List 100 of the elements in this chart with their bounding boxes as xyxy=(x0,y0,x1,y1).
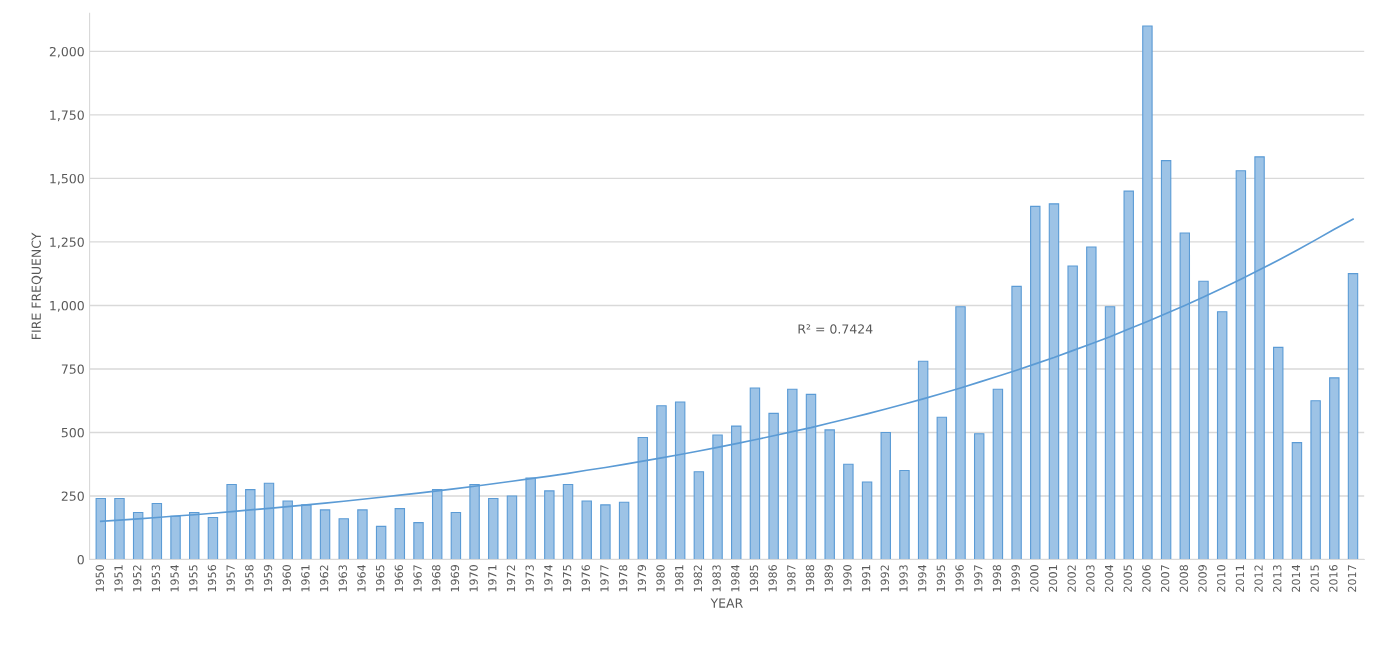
x-tick-label: 1955 xyxy=(189,565,198,592)
x-tick-label: 2015 xyxy=(1310,565,1319,592)
x-tick-label: 1986 xyxy=(768,565,777,592)
x-tick-label: 1985 xyxy=(749,565,759,592)
x-tick-label: 1959 xyxy=(263,565,273,592)
x-tick-label: 1994 xyxy=(917,564,927,592)
x-tick-label: 2014 xyxy=(1291,564,1301,592)
x-tick-label: 2004 xyxy=(1104,564,1114,592)
x-tick-label: 1976 xyxy=(581,565,590,592)
x-tick-label: 1971 xyxy=(488,565,497,592)
bar xyxy=(861,481,873,560)
y-tick-label: 1,250 xyxy=(50,237,84,249)
x-tick-label: 2016 xyxy=(1329,565,1338,592)
bar xyxy=(843,463,854,560)
bar xyxy=(1291,442,1303,560)
x-tick-label: 2011 xyxy=(1235,565,1245,592)
x-tick-label: 1957 xyxy=(226,565,235,592)
x-tick-label: 2007 xyxy=(1160,565,1170,592)
y-axis-title: FIRE FREQUENCY xyxy=(31,232,43,339)
x-tick-label: 1962 xyxy=(319,565,329,592)
x-tick-label: 1972 xyxy=(506,565,516,592)
bar xyxy=(618,501,630,560)
x-tick-label: 1964 xyxy=(357,564,366,592)
x-tick-label: 1969 xyxy=(450,565,460,592)
bar xyxy=(992,388,1004,560)
x-tick-label: 1997 xyxy=(974,565,983,592)
x-tick-label: 2010 xyxy=(1217,565,1226,592)
x-tick-label: 2001 xyxy=(1048,565,1058,592)
x-tick-label: 1953 xyxy=(151,565,161,592)
x-tick-label: 1990 xyxy=(843,565,852,592)
x-tick-label: 1983 xyxy=(712,565,721,592)
bar xyxy=(207,516,219,560)
x-tick-label: 2009 xyxy=(1198,565,1207,592)
x-tick-label: 2005 xyxy=(1123,565,1132,592)
x-tick-label: 1967 xyxy=(413,565,422,592)
x-tick-label: 1989 xyxy=(824,565,833,592)
x-tick-label: 1965 xyxy=(375,565,385,592)
x-tick-label: 2012 xyxy=(1254,565,1263,592)
bar xyxy=(357,509,368,560)
bar xyxy=(1273,346,1284,560)
x-tick-label: 2000 xyxy=(1030,565,1039,592)
y-tick-label: 2,000 xyxy=(49,46,84,58)
x-tick-label: 1973 xyxy=(525,565,534,592)
x-tick-label: 1950 xyxy=(95,565,105,592)
bar xyxy=(973,433,985,560)
bar xyxy=(936,416,948,560)
y-tick-label: 1,750 xyxy=(50,110,84,122)
x-tick-label: 1992 xyxy=(880,565,889,592)
x-tick-label: 1996 xyxy=(955,565,964,592)
x-tick-label: 1987 xyxy=(787,565,796,592)
x-tick-label: 1999 xyxy=(1011,565,1020,592)
x-tick-label: 1988 xyxy=(805,565,815,592)
x-tick-label: 1954 xyxy=(170,564,179,592)
x-tick-label: 1970 xyxy=(469,565,478,592)
bar xyxy=(562,483,574,560)
bar xyxy=(899,469,910,560)
bar xyxy=(1216,311,1228,560)
x-tick-label: 1975 xyxy=(562,565,572,592)
x-tick-label: 2002 xyxy=(1067,565,1076,592)
x-tick-label: 1952 xyxy=(132,565,142,592)
bar xyxy=(1329,377,1340,560)
y-tick-label: 1,000 xyxy=(50,300,84,312)
x-tick-label: 1958 xyxy=(245,565,254,592)
x-tick-label: 1956 xyxy=(207,565,217,592)
x-tick-label: 1979 xyxy=(637,565,647,592)
bar xyxy=(824,429,835,560)
x-tick-label: 1951 xyxy=(114,565,123,592)
x-tick-label: 1993 xyxy=(899,565,908,592)
x-axis-title: YEAR xyxy=(710,598,743,608)
x-tick-label: 1984 xyxy=(731,564,740,592)
x-tick-label: 2013 xyxy=(1273,565,1282,592)
x-tick-label: 1960 xyxy=(282,565,291,592)
bar xyxy=(544,490,555,560)
x-tick-label: 1998 xyxy=(992,565,1002,592)
x-tick-label: 1961 xyxy=(301,565,310,592)
x-tick-label: 2008 xyxy=(1179,565,1189,592)
bar xyxy=(488,497,499,560)
x-tick-label: 1980 xyxy=(656,565,665,592)
x-tick-label: 2017 xyxy=(1347,565,1357,592)
bar xyxy=(506,495,518,560)
y-tick-label: 750 xyxy=(61,364,84,374)
annotation: R² = 0.7424 xyxy=(798,324,873,334)
x-tick-label: 2003 xyxy=(1086,565,1095,592)
x-tick-label: 1977 xyxy=(600,565,609,592)
x-tick-label: 1966 xyxy=(394,565,404,592)
bar xyxy=(319,509,331,560)
x-tick-label: 1981 xyxy=(674,565,684,592)
bar xyxy=(1347,273,1359,560)
bar xyxy=(413,522,424,560)
bar xyxy=(375,525,387,560)
bar xyxy=(1310,400,1321,560)
x-tick-label: 1963 xyxy=(338,565,347,592)
y-tick-label: 500 xyxy=(61,427,84,438)
y-tick-label: 250 xyxy=(61,491,84,501)
x-tick-label: 1982 xyxy=(693,565,703,592)
x-tick-label: 2006 xyxy=(1142,565,1151,592)
x-tick-label: 1991 xyxy=(861,565,871,592)
bar xyxy=(338,518,349,560)
bar xyxy=(581,500,592,560)
bar xyxy=(693,471,705,560)
